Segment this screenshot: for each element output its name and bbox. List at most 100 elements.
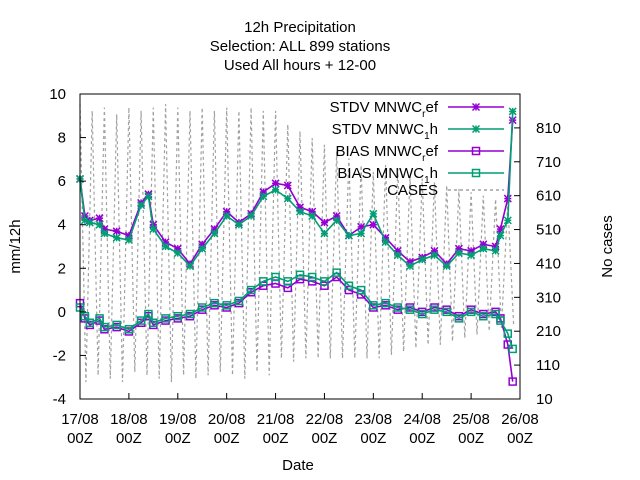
- data-point: [503, 194, 512, 203]
- x-tick-label: 19/08: [159, 411, 197, 428]
- series-line: [79, 275, 514, 382]
- data-point: [467, 251, 476, 260]
- legend-item: BIAS MNWCref: [335, 143, 504, 164]
- data-point: [136, 316, 146, 325]
- data-point: [381, 298, 390, 308]
- y2-axis-label: No cases: [599, 215, 616, 278]
- x-tick-label-hour: 00Z: [507, 430, 533, 447]
- data-point: [144, 309, 153, 319]
- x-tick-label-hour: 00Z: [409, 430, 435, 447]
- data-point: [100, 322, 109, 332]
- legend-label: STDV MNWCref: [330, 99, 439, 120]
- y2-tick-label: 110: [536, 357, 560, 374]
- series-stdv-mnwc-1h: [75, 107, 517, 271]
- data-point: [210, 298, 219, 308]
- chart-title: 12h Precipitation Selection: ALL 899 stat…: [210, 19, 390, 74]
- series-layer: [75, 107, 517, 386]
- series-bias-mnwc-1h: [75, 268, 517, 354]
- data-point: [307, 272, 317, 282]
- data-point: [369, 301, 378, 310]
- legend-item: BIAS MNWC1h: [337, 165, 504, 186]
- data-point: [393, 303, 403, 312]
- data-point: [417, 309, 427, 319]
- data-point: [320, 277, 329, 286]
- data-point: [405, 305, 415, 314]
- x-tick-label: 17/08: [61, 411, 99, 428]
- y2-tick-label: 510: [536, 222, 561, 239]
- x-tick-label-hour: 00Z: [458, 430, 484, 447]
- data-point: [503, 329, 513, 338]
- data-point: [295, 207, 305, 216]
- data-point: [369, 220, 378, 229]
- data-point: [198, 244, 207, 253]
- x-tick-label: 26/08: [501, 411, 539, 428]
- legend-label: CASES: [387, 182, 438, 199]
- legend-marker: [471, 146, 481, 156]
- data-point: [222, 301, 231, 310]
- y-axis-label: mm/12h: [7, 219, 24, 273]
- data-point: [173, 311, 183, 321]
- data-point: [295, 270, 305, 280]
- y2-tick-label: 310: [536, 289, 561, 306]
- x-axis-label: Date: [282, 457, 314, 474]
- y2-tick-label: 410: [536, 255, 561, 272]
- x-tick-label: 25/08: [452, 411, 490, 428]
- data-point: [271, 179, 280, 188]
- data-point: [161, 314, 170, 323]
- x-tick-label-hour: 00Z: [116, 430, 142, 447]
- data-point: [454, 314, 464, 323]
- data-point: [112, 233, 121, 242]
- data-point: [210, 229, 219, 238]
- data-point: [124, 235, 133, 244]
- data-point: [332, 268, 341, 277]
- y-tick-label: -4: [53, 391, 66, 408]
- data-point: [393, 251, 402, 260]
- data-point: [479, 244, 488, 253]
- legend-label: STDV MNWC1h: [332, 121, 438, 142]
- data-point: [247, 211, 256, 221]
- x-tick-label-hour: 00Z: [214, 430, 240, 447]
- chart-title-line-3: Used All hours + 12-00: [224, 57, 376, 74]
- y2-tick-label: 610: [536, 188, 561, 205]
- legend-item: STDV MNWC1h: [332, 121, 504, 142]
- data-point: [405, 262, 415, 271]
- series-line: [79, 104, 515, 383]
- axes: -4-202468101011021031041051061071081017/…: [7, 86, 616, 474]
- x-tick-label-hour: 00Z: [360, 430, 386, 447]
- data-point: [491, 309, 500, 319]
- chart-title-line-1: 12h Precipitation: [244, 19, 356, 36]
- data-point: [124, 325, 134, 334]
- data-point: [85, 318, 95, 327]
- data-point: [149, 225, 158, 234]
- y-tick-label: 6: [58, 173, 66, 190]
- x-tick-label: 22/08: [306, 411, 344, 428]
- y2-tick-label: 210: [536, 323, 561, 340]
- y2-tick-label: 710: [536, 154, 561, 171]
- data-point: [144, 192, 153, 201]
- chart-title-line-2: Selection: ALL 899 stations: [210, 38, 390, 55]
- data-point: [496, 231, 505, 240]
- data-point: [442, 262, 451, 271]
- data-point: [197, 303, 207, 312]
- data-point: [430, 251, 439, 260]
- data-point: [112, 320, 121, 330]
- x-tick-label-hour: 00Z: [67, 430, 93, 447]
- x-tick-label: 18/08: [110, 411, 148, 428]
- data-point: [332, 216, 341, 225]
- data-point: [320, 229, 329, 238]
- data-point: [369, 209, 378, 218]
- x-tick-label-hour: 00Z: [312, 430, 338, 447]
- data-point: [95, 220, 104, 229]
- data-point: [320, 218, 329, 227]
- data-point: [381, 238, 390, 247]
- legend-marker: [471, 102, 481, 112]
- legend-item: STDV MNWCref: [330, 99, 504, 120]
- y2-tick-label: 10: [536, 391, 553, 408]
- y2-tick-label: 810: [536, 120, 561, 137]
- data-point: [95, 314, 104, 323]
- data-point: [234, 220, 243, 229]
- data-point: [100, 229, 109, 238]
- data-point: [112, 227, 121, 236]
